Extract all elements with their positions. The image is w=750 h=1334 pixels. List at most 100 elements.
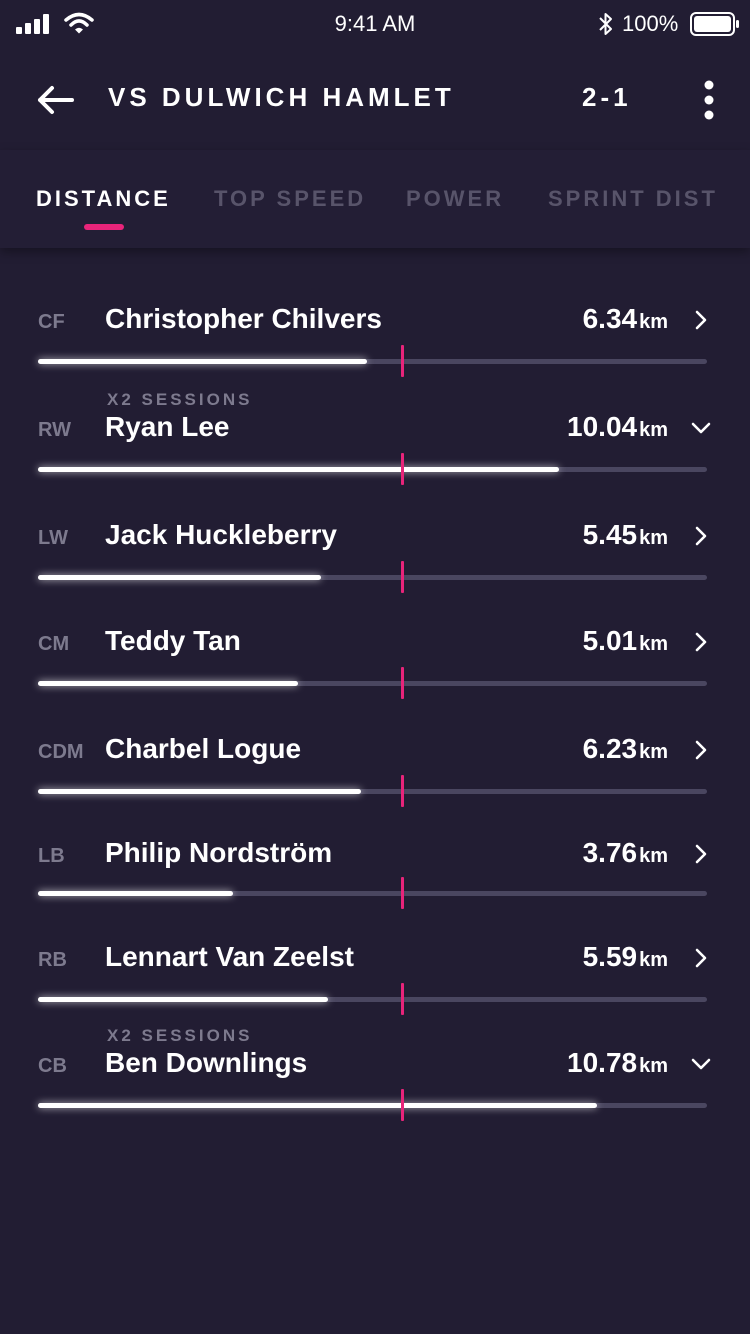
- distance-value: 3.76: [582, 837, 638, 868]
- tab-top-speed[interactable]: TOP SPEED: [214, 186, 367, 211]
- sessions-label: X2 SESSIONS: [107, 1026, 253, 1045]
- bluetooth-icon: [599, 13, 612, 35]
- distance-unit: km: [639, 419, 668, 441]
- cellular-signal-icon: [16, 14, 49, 34]
- status-bar: 9:41 AM 100%: [0, 0, 750, 50]
- team-average-marker: [401, 983, 405, 1015]
- distance-bar-fill: [38, 891, 233, 896]
- player-row[interactable]: LW Jack Huckleberry 5.45 km: [0, 516, 750, 622]
- distance-value: 10.78: [567, 1047, 638, 1078]
- distance-bar-track: [38, 561, 707, 593]
- distance-bar-fill: [38, 359, 367, 364]
- status-time: 9:41 AM: [334, 11, 416, 36]
- distance-bar-track: [38, 345, 707, 377]
- player-position: RB: [38, 949, 67, 971]
- distance-bar-track: [38, 667, 707, 699]
- distance-value: 6.23: [582, 733, 638, 764]
- distance-value: 5.59: [582, 941, 638, 972]
- distance-unit: km: [639, 527, 668, 549]
- metric-tabs: DISTANCE TOP SPEED POWER SPRINT DIST: [0, 150, 750, 248]
- player-row[interactable]: CF Christopher Chilvers 6.34 km: [0, 300, 750, 406]
- distance-unit: km: [639, 633, 668, 655]
- tab-distance[interactable]: DISTANCE: [36, 186, 171, 211]
- distance-bar-fill: [38, 997, 328, 1002]
- distance-bar-fill: [38, 789, 362, 794]
- player-row[interactable]: LB Philip Nordström 3.76 km: [0, 834, 750, 940]
- sessions-label: X2 SESSIONS: [107, 390, 253, 409]
- player-name: Lennart Van Zeelst: [105, 941, 354, 972]
- distance-bar-fill: [38, 1103, 598, 1108]
- distance-bar-fill: [38, 467, 559, 472]
- distance-bar-track: [38, 983, 707, 1015]
- player-distance: 5.59 km: [583, 941, 668, 973]
- distance-unit: km: [639, 311, 668, 333]
- active-tab-indicator: [84, 224, 124, 230]
- distance-bar-track: [38, 1089, 707, 1121]
- team-average-marker: [401, 345, 405, 377]
- tab-sprint-dist[interactable]: SPRINT DIST: [548, 186, 718, 211]
- chevron-right-icon[interactable]: [690, 309, 712, 331]
- more-vertical-icon[interactable]: [700, 80, 718, 120]
- distance-bar-track: [38, 775, 707, 807]
- tab-power[interactable]: POWER: [406, 186, 505, 211]
- team-average-marker: [401, 1089, 405, 1121]
- team-average-marker: [401, 877, 405, 909]
- battery-icon: [690, 12, 739, 36]
- player-distance: 3.76 km: [583, 837, 668, 869]
- distance-unit: km: [639, 949, 668, 971]
- player-row[interactable]: CDM Charbel Logue 6.23 km: [0, 730, 750, 836]
- distance-bar-fill: [38, 575, 321, 580]
- player-row[interactable]: CM Teddy Tan 5.01 km: [0, 622, 750, 728]
- match-header: VS DULWICH HAMLET 2-1: [0, 50, 750, 150]
- team-average-marker: [401, 453, 405, 485]
- player-position: CB: [38, 1055, 67, 1077]
- player-position: LB: [38, 845, 65, 867]
- chevron-right-icon[interactable]: [690, 843, 712, 865]
- distance-bar-track: [38, 453, 707, 485]
- wifi-icon: [64, 12, 94, 34]
- player-position: CF: [38, 311, 65, 333]
- page-title: VS DULWICH HAMLET: [108, 82, 455, 112]
- distance-unit: km: [639, 741, 668, 763]
- distance-value: 5.45: [582, 519, 638, 550]
- distance-value: 5.01: [582, 625, 638, 656]
- player-distance: 5.01 km: [583, 625, 668, 657]
- distance-unit: km: [639, 1055, 668, 1077]
- team-average-marker: [401, 667, 405, 699]
- chevron-right-icon[interactable]: [690, 739, 712, 761]
- player-distance: 6.34 km: [583, 303, 668, 335]
- match-score: 2-1: [582, 82, 632, 112]
- distance-bar-fill: [38, 681, 298, 686]
- player-row[interactable]: X2 SESSIONS RW Ryan Lee 10.04 km: [0, 390, 750, 514]
- player-name: Philip Nordström: [105, 837, 333, 868]
- chevron-right-icon[interactable]: [690, 631, 712, 653]
- chevron-down-icon[interactable]: [690, 1053, 712, 1075]
- player-name: Ryan Lee: [105, 411, 230, 442]
- battery-percentage: 100%: [622, 11, 679, 36]
- player-name: Teddy Tan: [105, 625, 241, 656]
- player-position: CM: [38, 633, 70, 655]
- player-name: Ben Downlings: [105, 1047, 308, 1078]
- distance-unit: km: [639, 845, 668, 867]
- chevron-down-icon[interactable]: [690, 417, 712, 439]
- player-distance: 6.23 km: [583, 733, 668, 765]
- player-distance: 10.04 km: [567, 411, 668, 443]
- player-distance: 5.45 km: [583, 519, 668, 551]
- player-name: Charbel Logue: [105, 733, 302, 764]
- team-average-marker: [401, 775, 405, 807]
- team-average-marker: [401, 561, 405, 593]
- distance-value: 10.04: [567, 411, 638, 442]
- distance-bar-track: [38, 877, 707, 909]
- player-name: Jack Huckleberry: [105, 519, 337, 550]
- player-position: RW: [38, 419, 71, 441]
- arrow-left-icon[interactable]: [36, 84, 74, 116]
- distance-value: 6.34: [582, 303, 638, 334]
- player-row[interactable]: RB Lennart Van Zeelst 5.59 km: [0, 938, 750, 1044]
- player-row[interactable]: X2 SESSIONS CB Ben Downlings 10.78 km: [0, 1026, 750, 1150]
- player-position: LW: [38, 527, 68, 549]
- player-name: Christopher Chilvers: [105, 303, 382, 334]
- chevron-right-icon[interactable]: [690, 947, 712, 969]
- chevron-right-icon[interactable]: [690, 525, 712, 547]
- player-position: CDM: [38, 741, 84, 763]
- player-distance: 10.78 km: [567, 1047, 668, 1079]
